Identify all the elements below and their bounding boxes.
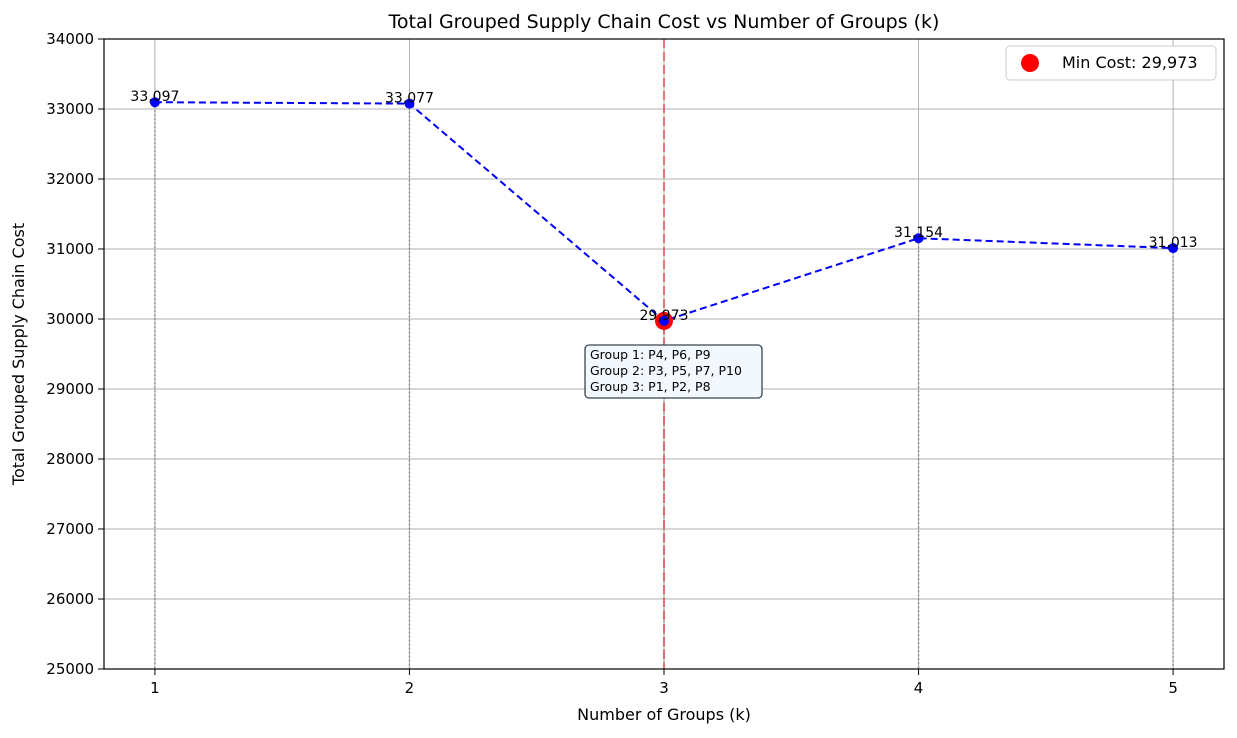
legend: Min Cost: 29,973 [1005,45,1217,81]
data-label: 29,973 [640,308,689,324]
data-label: 31,154 [894,225,943,241]
x-axis-label: Number of Groups (k) [577,705,751,724]
data-labels: 33,097 33,077 29,973 31,154 31,013 [130,89,1197,324]
y-axis-label: Total Grouped Supply Chain Cost [9,223,28,486]
y-tick-label: 25000 [46,660,94,678]
y-tick-label: 34000 [46,30,94,48]
data-point [404,98,415,109]
x-tick-label: 2 [405,679,415,697]
data-point [149,97,160,108]
annotation-line-2: Group 2: P3, P5, P7, P10 [590,363,742,378]
data-points [149,97,1179,330]
legend-box [1005,45,1217,81]
y-tick-label: 28000 [46,450,94,468]
legend-label: Min Cost: 29,973 [1062,53,1198,72]
x-tick-label: 1 [150,679,160,697]
data-label: 33,097 [130,89,179,105]
x-tick-label: 5 [1168,679,1178,697]
group-annotation: Group 1: P4, P6, P9 Group 2: P3, P5, P7,… [584,344,763,399]
vertical-guide-lines [154,102,1174,669]
data-point [659,315,669,326]
y-tick-label: 30000 [46,310,94,328]
y-tick-label: 26000 [46,590,94,608]
y-tick-label: 29000 [46,380,94,398]
y-tick-label: 31000 [46,240,94,258]
chart-title: Total Grouped Supply Chain Cost vs Numbe… [388,11,940,33]
y-ticks: 25000 26000 27000 28000 29000 30000 31000 32000… [46,30,104,678]
data-point [1168,243,1179,254]
annotation-box [584,344,763,399]
annotation-line-1: Group 1: P4, P6, P9 [590,347,711,362]
y-tick-label: 27000 [46,520,94,538]
x-tick-label: 3 [659,679,669,697]
data-label: 31,013 [1149,235,1198,251]
legend-marker [1021,54,1039,72]
data-label: 33,077 [385,91,434,107]
y-tick-label: 33000 [46,100,94,118]
annotation-line-3: Group 3: P1, P2, P8 [590,379,711,394]
x-tick-label: 4 [914,679,924,697]
x-ticks: 1 2 3 4 5 [150,669,1178,697]
data-point [913,233,924,244]
y-tick-label: 32000 [46,170,94,188]
